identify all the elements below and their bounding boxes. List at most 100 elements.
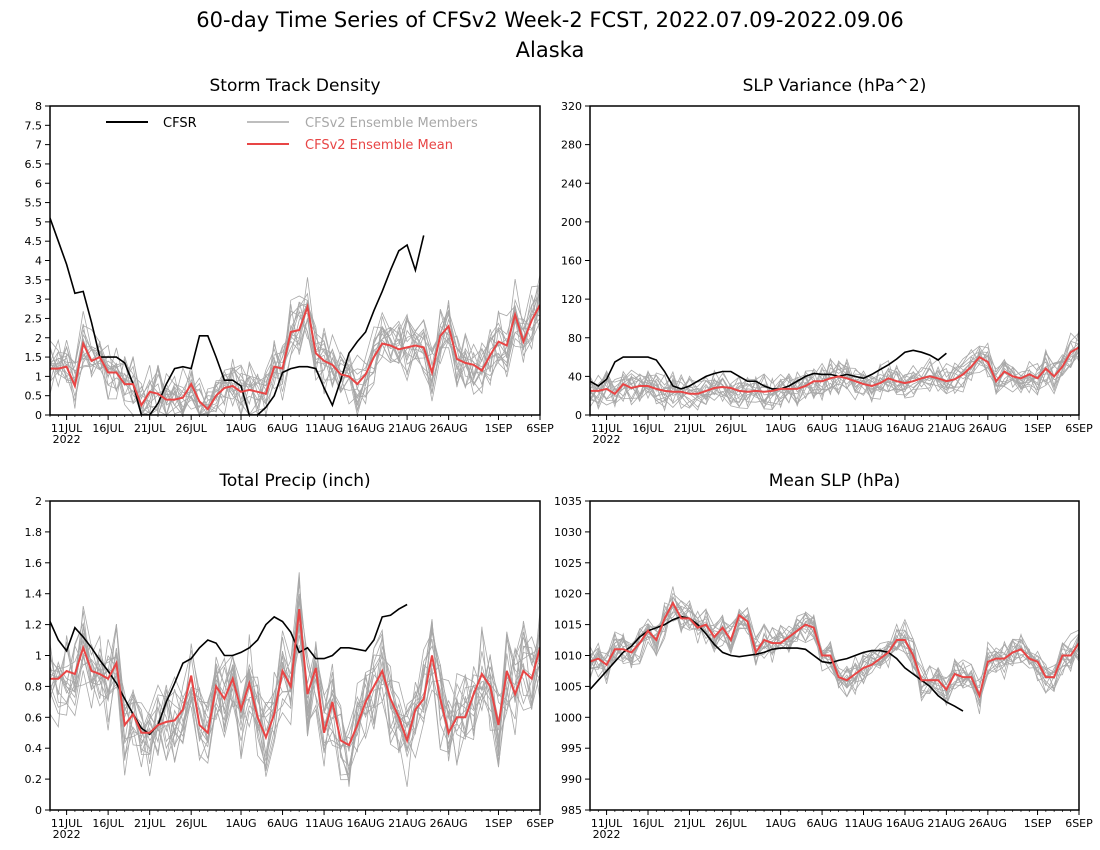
mean-slp-xtick-label: 11JUL [591, 817, 623, 830]
mean-slp-member-line [590, 604, 1079, 698]
storm-track-member-line [50, 281, 540, 415]
storm-track-xtick-label: 26AUG [430, 422, 468, 435]
total-precip-member-line [50, 610, 540, 782]
storm-track-ytick-label: 1 [35, 370, 42, 383]
storm-track-xtick-label: 1SEP [485, 422, 513, 435]
slp-variance-title: SLP Variance (hPa^2) [743, 76, 927, 96]
storm-track-xtick-label: 6SEP [526, 422, 554, 435]
legend: CFSR CFSv2 Ensemble Members CFSv2 Ensemb… [106, 116, 478, 153]
mean-slp-xtick-label: 1SEP [1024, 817, 1052, 830]
slp-variance-mean-line [590, 346, 1079, 396]
mean-slp-year-label: 2022 [593, 828, 621, 841]
slp-variance-ytick-label: 120 [561, 293, 582, 306]
slp-variance-member-line [590, 344, 1079, 406]
total-precip-plot-frame [49, 500, 541, 811]
storm-track-xtick-label: 21JUL [134, 422, 166, 435]
storm-track-xtick-label: 16AUG [347, 422, 385, 435]
storm-track-ytick-label: 6 [35, 177, 42, 190]
mean-slp-ytick-label: 990 [561, 773, 582, 786]
slp-variance-xtick-label: 1AUG [765, 422, 796, 435]
slp-variance-xtick-label: 11JUL [591, 422, 623, 435]
total-precip-member-line [50, 634, 540, 787]
storm-track-cfsr-line [50, 217, 425, 415]
storm-track-member-line [50, 274, 540, 415]
total-precip-mean-line [50, 608, 540, 747]
slp-variance-ytick-label: 40 [568, 370, 582, 383]
total-precip-title: Total Precip (inch) [218, 471, 370, 491]
storm-track-ytick-label: 5 [35, 216, 42, 229]
total-precip-xtick-label: 16AUG [347, 817, 385, 830]
slp-variance-xtick-label: 26AUG [969, 422, 1007, 435]
mean-slp-xtick-label: 21AUG [927, 817, 965, 830]
mean-slp-xtick-label: 11AUG [844, 817, 882, 830]
mean-slp-ytick-label: 1035 [554, 495, 582, 508]
total-precip-xtick-label: 6AUG [267, 817, 298, 830]
slp-variance-xtick-label: 21AUG [927, 422, 965, 435]
total-precip-panel: Total Precip (inch) 0 0.2 0.4 0.6 0.8 1 1.2 1.4 1… [25, 471, 555, 841]
storm-track-title: Storm Track Density [209, 76, 380, 96]
mean-slp-xtick-label: 16JUL [632, 817, 664, 830]
storm-track-plot-frame [49, 105, 541, 416]
slp-variance-ytick-label: 0 [575, 409, 582, 422]
slp-variance-xtick-label: 16JUL [632, 422, 664, 435]
mean-slp-panel: Mean SLP (hPa) 985 990 995 1000 1005 1010 1015 1… [554, 471, 1093, 841]
slp-variance-member-line [590, 330, 1079, 408]
storm-track-xtick-label: 21AUG [388, 422, 426, 435]
storm-track-xtick-label: 16JUL [92, 422, 124, 435]
slp-variance-xtick-label: 6SEP [1065, 422, 1093, 435]
mean-slp-members [590, 586, 1079, 715]
total-precip-xtick-label: 1SEP [485, 817, 513, 830]
storm-track-xtick-label: 26JUL [175, 422, 207, 435]
total-precip-ytick-label: 0.6 [25, 711, 43, 724]
mean-slp-ytick-label: 1020 [554, 588, 582, 601]
total-precip-ytick-label: 1.8 [25, 526, 43, 539]
mean-slp-cfsr-line [590, 615, 964, 712]
slp-variance-xtick-label: 11AUG [844, 422, 882, 435]
slp-variance-ytick-label: 80 [568, 332, 582, 345]
storm-track-ytick-label: 2 [35, 332, 42, 345]
storm-track-member-line [50, 303, 540, 415]
storm-track-year-label: 2022 [53, 433, 81, 446]
mean-slp-ytick-label: 1005 [554, 680, 582, 693]
total-precip-xtick-label: 1AUG [225, 817, 256, 830]
mean-slp-xtick-label: 26JUL [715, 817, 747, 830]
mean-slp-xtick-label: 6SEP [1065, 817, 1093, 830]
storm-track-ytick-label: 4 [35, 255, 42, 268]
total-precip-ytick-label: 1.4 [25, 588, 43, 601]
slp-variance-ytick-label: 320 [561, 100, 582, 113]
storm-track-ytick-label: 0.5 [25, 390, 43, 403]
total-precip-xtick-label: 6SEP [526, 817, 554, 830]
total-precip-members [50, 572, 540, 787]
mean-slp-ytick-label: 1015 [554, 619, 582, 632]
mean-slp-ytick-label: 1010 [554, 650, 582, 663]
total-precip-year-label: 2022 [53, 828, 81, 841]
storm-track-ytick-label: 7 [35, 139, 42, 152]
mean-slp-ytick-label: 985 [561, 804, 582, 817]
slp-variance-member-line [590, 345, 1079, 402]
storm-track-ytick-label: 3 [35, 293, 42, 306]
storm-track-density-panel: Storm Track Density 0 0.5 1 1.5 2 2.5 3 3.5 4 4.5 5… [25, 76, 555, 446]
legend-cfsr-label: CFSR [163, 116, 197, 131]
mean-slp-title: Mean SLP (hPa) [769, 471, 901, 491]
slp-variance-cfsr-line [590, 349, 947, 390]
total-precip-xtick-label: 11JUL [51, 817, 83, 830]
storm-track-ytick-label: 6.5 [25, 158, 43, 171]
total-precip-ytick-label: 0 [35, 804, 42, 817]
total-precip-xtick-label: 26JUL [175, 817, 207, 830]
storm-track-mean-line [50, 303, 540, 411]
storm-track-xtick-label: 11AUG [305, 422, 343, 435]
storm-track-ytick-label: 3.5 [25, 274, 43, 287]
total-precip-ytick-label: 0.8 [25, 680, 43, 693]
total-precip-ytick-label: 1.2 [25, 619, 43, 632]
slp-variance-ytick-label: 280 [561, 139, 582, 152]
total-precip-xtick-label: 21JUL [134, 817, 166, 830]
storm-track-member-line [50, 304, 540, 415]
storm-track-ytick-label: 8 [35, 100, 42, 113]
storm-track-members [50, 274, 540, 415]
figure-title: 60-day Time Series of CFSv2 Week-2 FCST,… [196, 8, 903, 32]
mean-slp-xtick-label: 21JUL [674, 817, 706, 830]
mean-slp-xtick-label: 6AUG [807, 817, 838, 830]
total-precip-xtick-label: 11AUG [305, 817, 343, 830]
slp-variance-xtick-label: 21JUL [674, 422, 706, 435]
slp-variance-member-line [590, 341, 1079, 411]
